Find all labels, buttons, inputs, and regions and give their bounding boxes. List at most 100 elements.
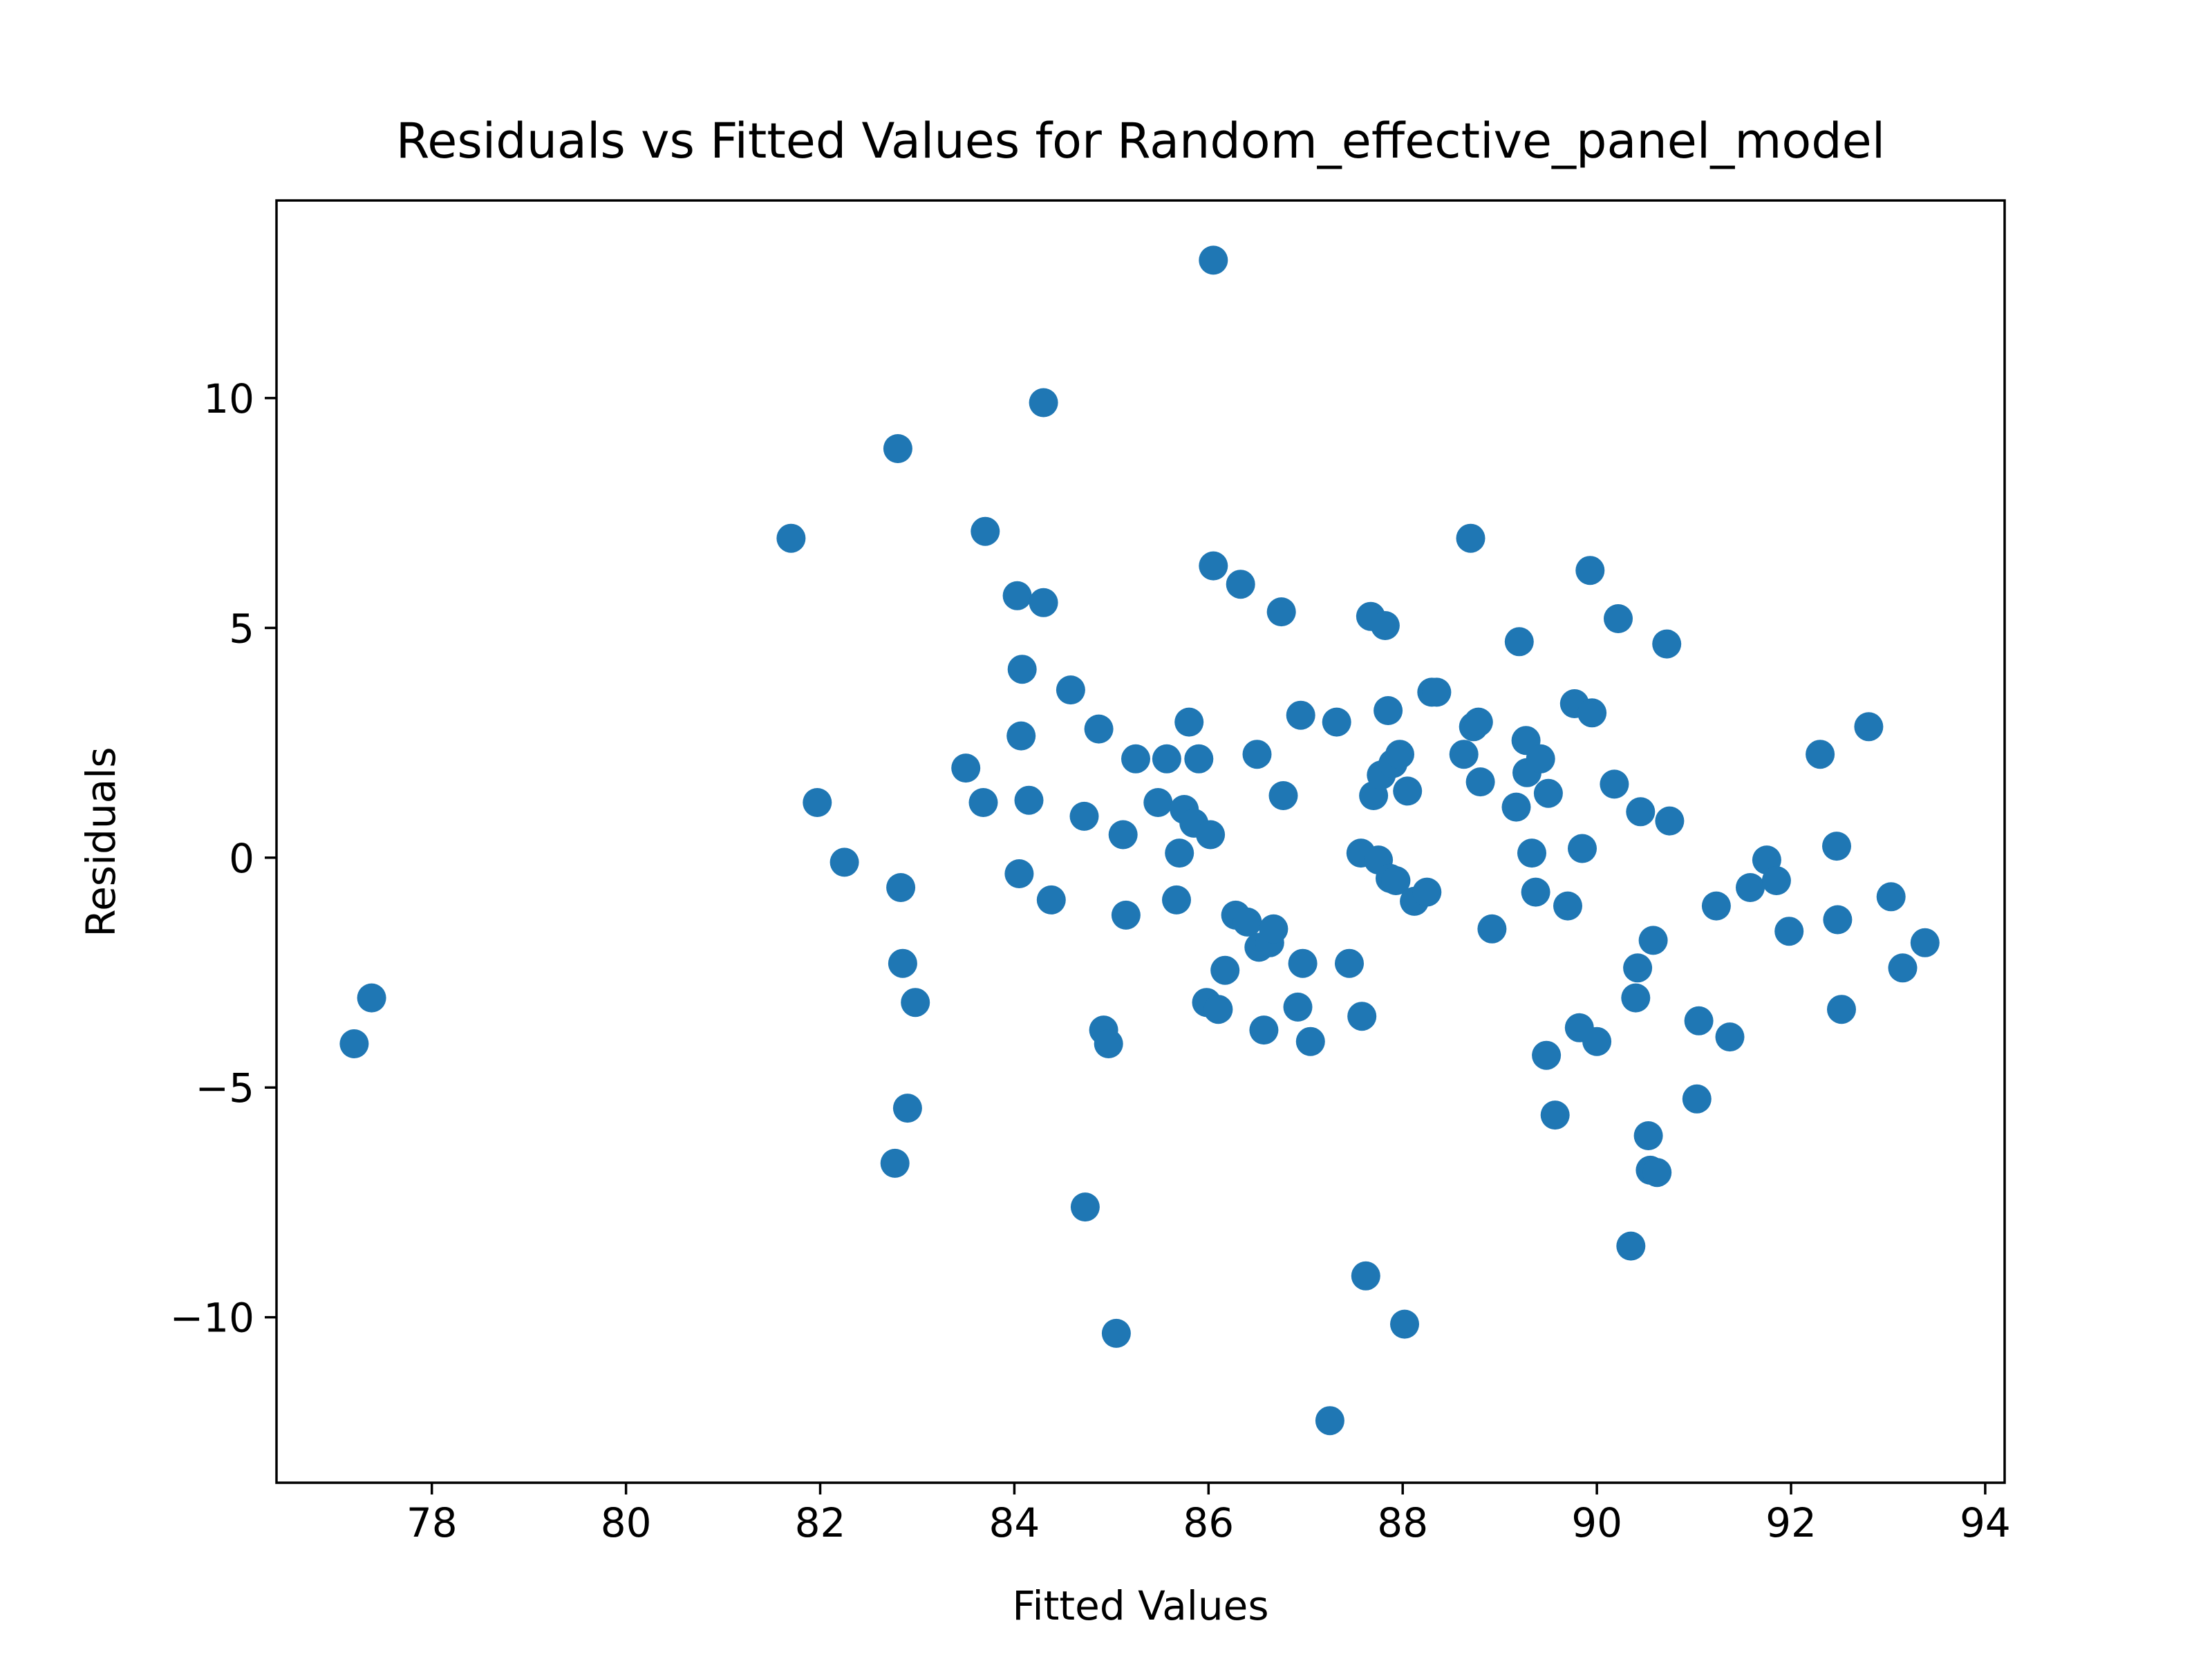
- scatter-point-21: [1036, 885, 1066, 915]
- scatter-point-74: [1381, 866, 1411, 895]
- scatter-point-27: [1094, 1029, 1123, 1058]
- scatter-point-111: [1633, 1121, 1663, 1150]
- scatter-point-101: [1568, 834, 1597, 863]
- plot-frame: [275, 199, 2006, 1484]
- scatter-point-123: [1761, 866, 1791, 895]
- scatter-point-58: [1288, 948, 1318, 978]
- scatter-point-94: [1526, 744, 1555, 774]
- scatter-point-120: [1715, 1022, 1745, 1052]
- y-axis-label: Residuals: [77, 747, 124, 937]
- scatter-point-108: [1621, 983, 1651, 1013]
- scatter-point-77: [1393, 776, 1423, 806]
- scatter-point-20: [1029, 588, 1058, 617]
- scatter-point-81: [1422, 677, 1452, 707]
- y-tick-label-2: 0: [229, 835, 254, 882]
- scatter-point-82: [1449, 740, 1479, 769]
- scatter-point-45: [1210, 955, 1240, 985]
- x-axis-ticks: 78 80 82 84 86 88 90 92 94: [406, 1483, 2011, 1546]
- x-tick-label-5: 88: [1377, 1499, 1428, 1546]
- scatter-point-32: [1143, 788, 1173, 817]
- scatter-point-85: [1463, 707, 1493, 737]
- scatter-point-18: [1014, 785, 1044, 815]
- scatter-point-79: [1412, 877, 1442, 907]
- scatter-point-11: [951, 753, 981, 783]
- x-tick-label-0: 78: [406, 1499, 458, 1546]
- scatter-point-75: [1385, 740, 1414, 769]
- scatter-point-104: [1582, 1027, 1612, 1056]
- y-axis-ticks: −10 −5 0 5 10: [170, 375, 276, 1342]
- x-tick-label-8: 94: [1960, 1499, 2011, 1546]
- scatter-point-117: [1682, 1084, 1712, 1114]
- scatter-point-23: [1069, 801, 1099, 831]
- scatter-point-37: [1174, 707, 1204, 737]
- scatter-point-60: [1315, 1406, 1344, 1436]
- scatter-point-30: [1111, 900, 1141, 930]
- scatter-point-107: [1616, 1231, 1646, 1261]
- scatter-point-55: [1268, 781, 1298, 810]
- scatter-point-24: [1070, 1192, 1100, 1222]
- scatter-point-15: [1004, 859, 1034, 888]
- scatter-point-8: [888, 948, 917, 978]
- y-tick-label-1: −5: [196, 1065, 255, 1112]
- scatter-point-17: [1007, 655, 1037, 684]
- scatter-point-5: [880, 1148, 910, 1178]
- scatter-point-121: [1736, 873, 1765, 902]
- scatter-point-105: [1600, 769, 1629, 799]
- scatter-point-12: [968, 788, 998, 817]
- scatter-point-34: [1162, 885, 1191, 915]
- scatter-point-118: [1684, 1006, 1714, 1035]
- x-tick-label-6: 90: [1571, 1499, 1622, 1546]
- scatter-point-56: [1283, 992, 1313, 1022]
- scatter-point-49: [1242, 740, 1272, 769]
- scatter-point-71: [1374, 696, 1403, 725]
- scatter-point-130: [1876, 882, 1906, 912]
- scatter-point-110: [1626, 797, 1656, 827]
- scatter-point-22: [1056, 675, 1085, 705]
- scatter-point-97: [1540, 1100, 1570, 1130]
- scatter-point-28: [1101, 1318, 1131, 1348]
- scatter-point-106: [1604, 604, 1633, 633]
- scatter-point-115: [1652, 629, 1682, 659]
- x-tick-label-2: 82: [795, 1499, 846, 1546]
- scatter-point-1: [357, 983, 386, 1013]
- scatter-point-119: [1701, 891, 1731, 921]
- y-tick-label-4: 10: [203, 375, 254, 422]
- scatter-point-35: [1165, 838, 1194, 868]
- scatter-point-64: [1347, 1002, 1377, 1031]
- scatter-point-70: [1370, 611, 1400, 640]
- scatter-point-61: [1322, 707, 1351, 737]
- scatter-points: [339, 245, 1940, 1436]
- y-tick-label-3: 5: [229, 605, 254, 652]
- scatter-point-41: [1196, 820, 1226, 850]
- x-tick-label-1: 80: [601, 1499, 652, 1546]
- scatter-point-19: [1029, 388, 1058, 418]
- scatter-point-29: [1108, 820, 1138, 850]
- x-axis-label: Fitted Values: [1012, 1582, 1268, 1629]
- scatter-point-14: [1002, 581, 1032, 610]
- scatter-point-96: [1533, 778, 1563, 808]
- scatter-point-125: [1806, 740, 1835, 769]
- scatter-point-65: [1351, 1261, 1380, 1291]
- scatter-point-3: [803, 788, 832, 817]
- scatter-point-102: [1575, 556, 1605, 585]
- scatter-point-124: [1774, 917, 1804, 946]
- x-tick-label-4: 86: [1183, 1499, 1234, 1546]
- scatter-point-33: [1152, 744, 1181, 774]
- scatter-point-51: [1249, 1015, 1279, 1045]
- scatter-point-89: [1504, 627, 1534, 657]
- scatter-point-98: [1553, 891, 1582, 921]
- scatter-point-47: [1226, 570, 1255, 599]
- scatter-point-48: [1232, 907, 1262, 937]
- scatter-point-131: [1888, 953, 1918, 983]
- scatter-point-7: [886, 873, 916, 902]
- scatter-point-76: [1390, 1309, 1419, 1339]
- scatter-point-128: [1827, 995, 1856, 1024]
- x-tick-label-3: 84: [989, 1499, 1040, 1546]
- scatter-point-62: [1335, 948, 1364, 978]
- scatter-point-126: [1822, 832, 1851, 861]
- scatter-point-92: [1517, 838, 1546, 868]
- scatter-point-53: [1259, 914, 1288, 944]
- scatter-point-4: [830, 847, 859, 877]
